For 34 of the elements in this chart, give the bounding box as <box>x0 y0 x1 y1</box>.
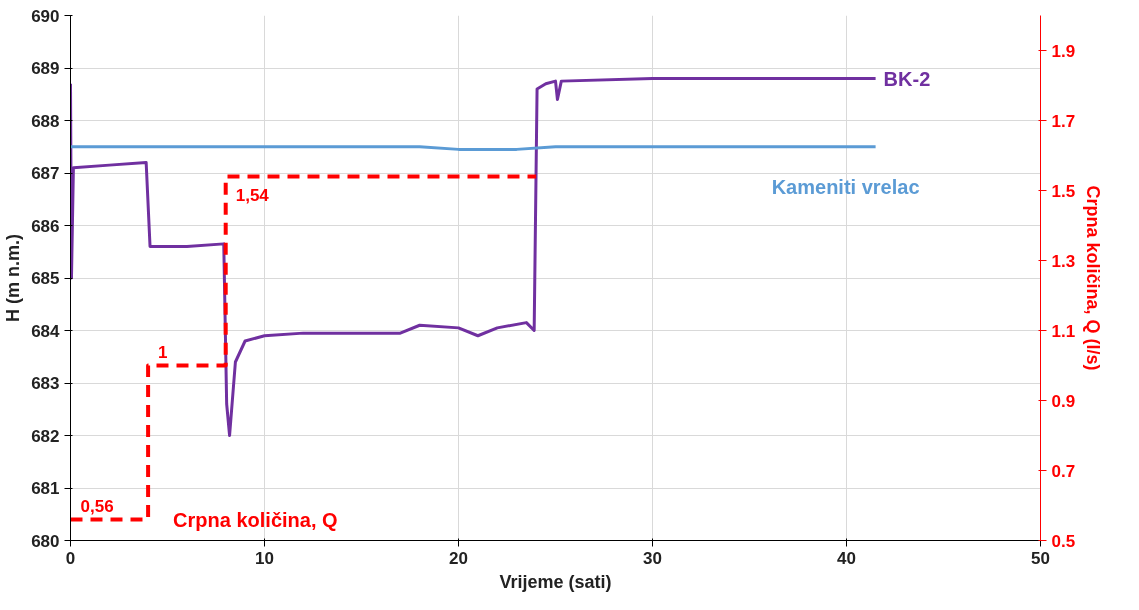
series-label: Kameniti vrelac <box>771 175 920 198</box>
y2-tick-label: 0.9 <box>1051 391 1076 411</box>
y-tick-label: 683 <box>31 374 60 393</box>
x-tick-label: 10 <box>255 548 274 568</box>
x-tick-label: 40 <box>837 548 856 568</box>
y-tick-label: 687 <box>31 164 60 183</box>
y2-tick-label: 0.7 <box>1051 461 1076 481</box>
y-tick-label: 682 <box>31 426 60 446</box>
x-tick-label: 20 <box>449 548 468 568</box>
series-label: Crpna količina, Q <box>173 508 338 531</box>
x-axis-title: Vrijeme (sati) <box>499 571 612 592</box>
y2-tick-label: 1.1 <box>1051 321 1076 341</box>
data-label: 0,56 <box>80 496 114 516</box>
y-tick-label: 684 <box>31 321 61 341</box>
y-tick-label: 689 <box>31 59 60 78</box>
data-label: 1,54 <box>235 185 270 205</box>
y2-tick-label: 0.5 <box>1051 531 1076 551</box>
y2-tick-label: 1.9 <box>1051 41 1076 61</box>
y2-tick-label: 1.3 <box>1051 251 1076 271</box>
x-tick-label: 0 <box>65 548 76 568</box>
y-axis-title: H (m n.m.) <box>3 234 24 322</box>
data-label: 1 <box>158 342 168 362</box>
y-tick-label: 681 <box>31 479 60 498</box>
y-tick-label: 690 <box>31 6 60 26</box>
x-tick-label: 30 <box>643 548 662 568</box>
y-tick-label: 688 <box>31 111 60 131</box>
y-tick-label: 685 <box>31 269 60 288</box>
series-label: BK-2 <box>883 67 931 90</box>
y-tick-label: 680 <box>31 531 60 551</box>
x-tick-label: 50 <box>1031 548 1050 568</box>
y2-tick-label: 1.5 <box>1051 181 1076 201</box>
y-tick-label: 686 <box>31 216 60 236</box>
y2-tick-label: 1.7 <box>1051 111 1076 131</box>
y2-axis-title: Crpna količina, Q (l/s) <box>1083 185 1104 371</box>
